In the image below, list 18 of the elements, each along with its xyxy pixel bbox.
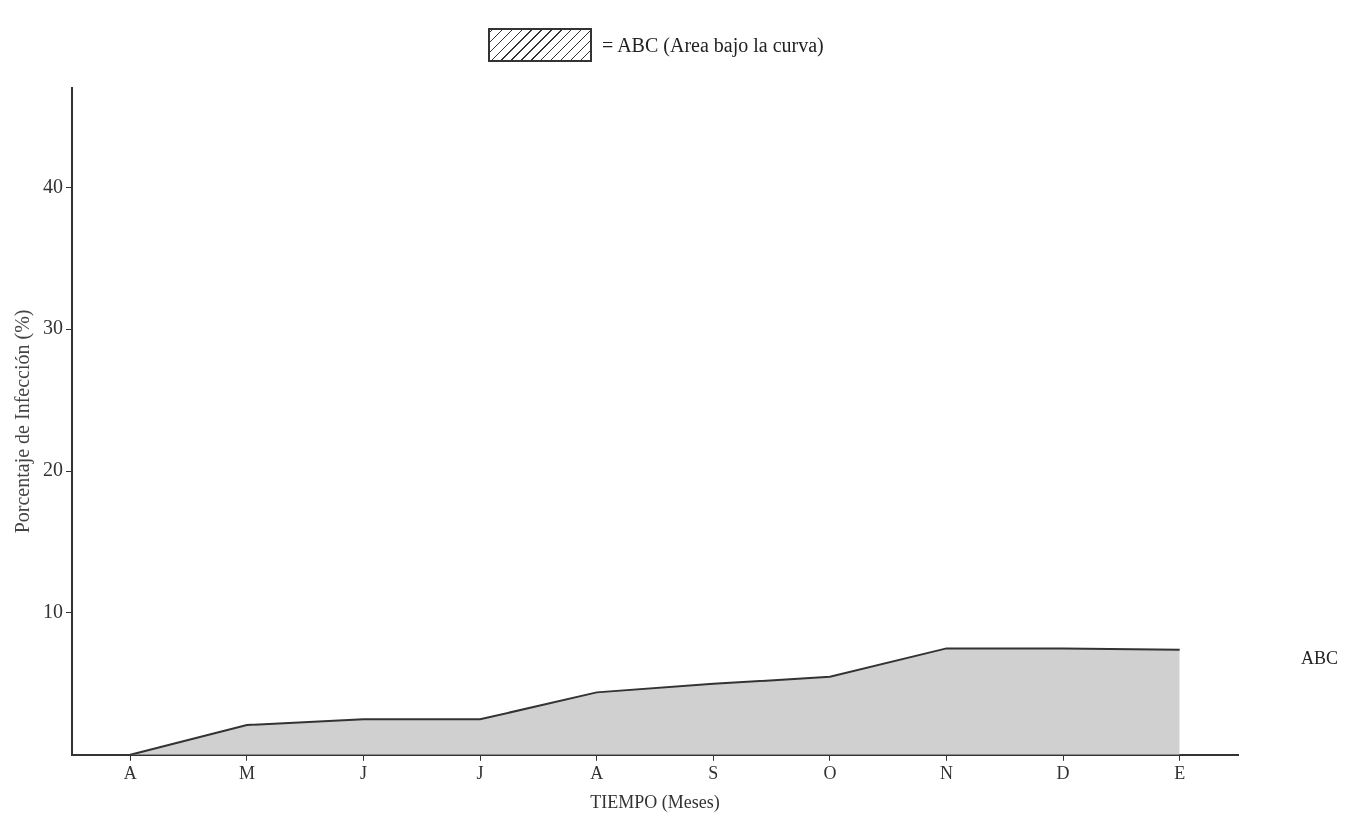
x-tick-label: D: [1056, 763, 1070, 784]
y-tick-label: 10: [43, 600, 63, 623]
y-tick-label: 20: [43, 458, 63, 481]
x-tick-label: M: [238, 763, 255, 784]
x-tick-label: E: [1174, 763, 1186, 784]
y-axis-title: Porcentaje de Infección (%): [11, 309, 35, 534]
x-tick-label: J: [476, 763, 484, 784]
x-tick-label: S: [708, 763, 719, 784]
x-tick-label: A: [590, 763, 604, 784]
x-tick-label: N: [940, 763, 953, 784]
x-tick-label: O: [823, 763, 837, 784]
x-tick-label: J: [359, 763, 368, 784]
x-axis-title: TIEMPO (Meses): [590, 791, 720, 813]
text: ABC: [1300, 648, 1338, 669]
x-tick-label: A: [123, 763, 137, 784]
y-tick-label: 30: [43, 316, 63, 339]
y-tick-label: 40: [43, 174, 63, 197]
text: = ABC (Area bajo la curva): [602, 33, 824, 57]
